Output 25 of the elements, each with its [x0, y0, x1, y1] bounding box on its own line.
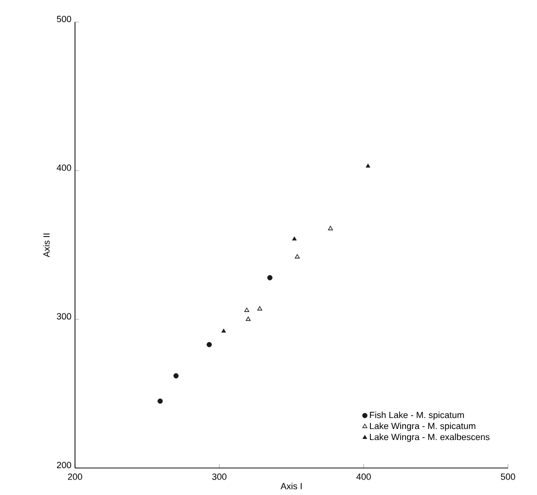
x-tick-label: 200 [68, 474, 82, 480]
x-tick-label: 400 [356, 474, 371, 480]
x-tick-label: 300 [212, 474, 226, 480]
point [246, 316, 251, 321]
point [206, 342, 212, 348]
legend-label: Lake Wingra - M. exalbescens [370, 434, 490, 442]
x-axis-title: Axis I [280, 482, 302, 490]
point [257, 306, 262, 310]
y-tick-label: 500 [56, 16, 72, 22]
point [328, 226, 333, 230]
y-tick-label: 200 [56, 462, 72, 468]
point [366, 164, 370, 168]
point [158, 398, 163, 404]
y-tick-label: 300 [56, 313, 72, 320]
legend-label: Fish Lake - M. spicatum [370, 412, 464, 420]
y-axis-title: Axis II [43, 234, 50, 258]
x-tick-label: 500 [500, 474, 516, 480]
point [221, 328, 226, 333]
point [267, 275, 272, 280]
point [244, 308, 250, 312]
point [173, 373, 179, 378]
legend-label: Lake Wingra - M. spicatum [370, 422, 476, 431]
point [292, 236, 297, 240]
point [294, 254, 300, 258]
y-tick-label: 400 [56, 164, 72, 171]
